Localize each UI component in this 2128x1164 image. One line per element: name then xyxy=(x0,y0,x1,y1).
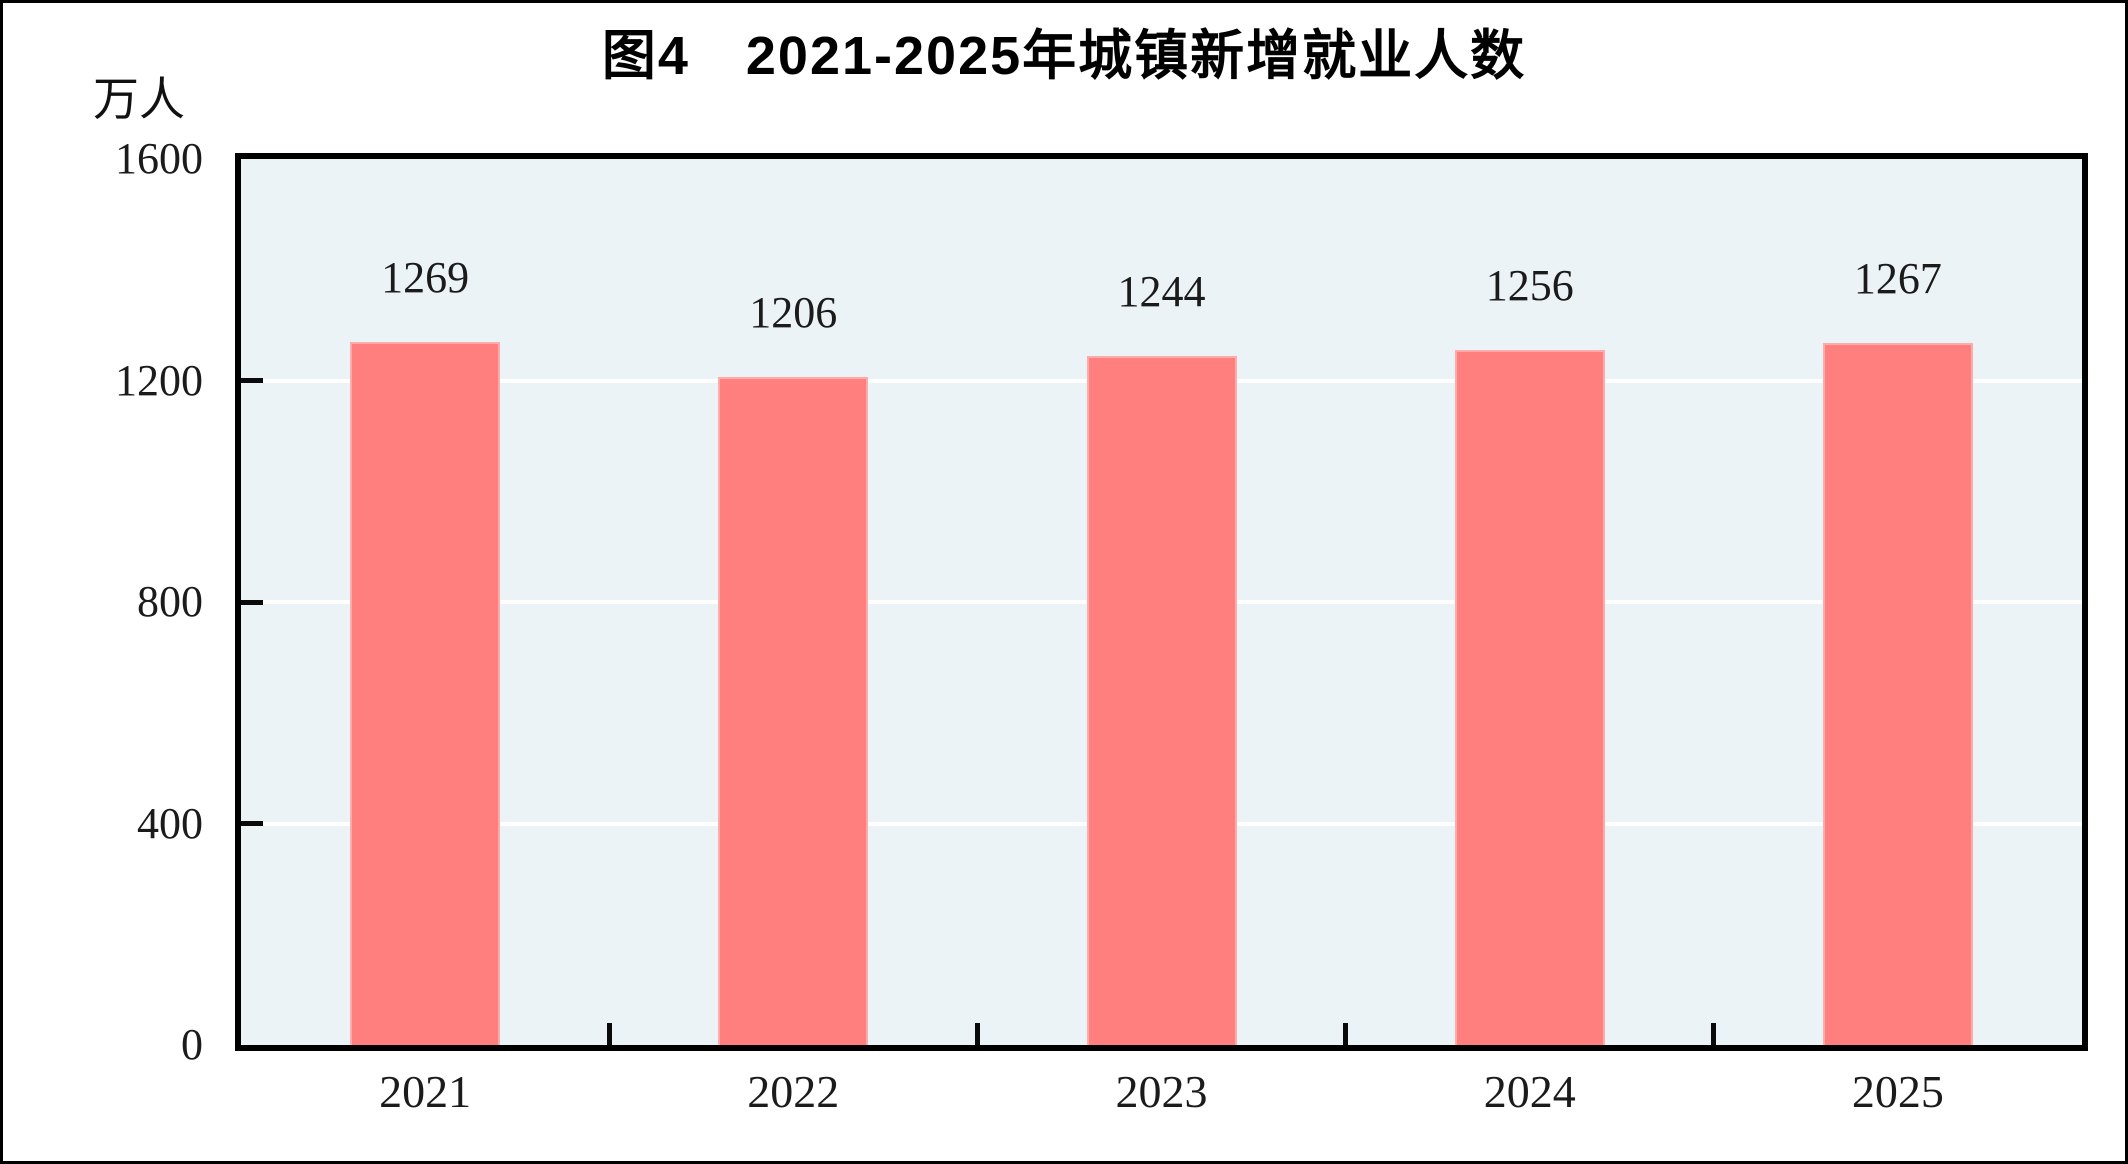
y-axis-unit-label: 万人 xyxy=(93,74,185,125)
bar-2021 xyxy=(350,342,501,1045)
x-tick-mark xyxy=(606,1023,612,1045)
y-tick-mark xyxy=(241,821,263,826)
y-tick-label: 400 xyxy=(137,798,203,848)
y-tick-mark xyxy=(241,599,263,605)
y-tick-label: 1600 xyxy=(115,134,203,183)
y-tick-label: 0 xyxy=(181,1020,203,1069)
y-tick-label: 800 xyxy=(137,577,203,626)
chart-title: 图4 2021-2025年城镇新增就业人数 xyxy=(601,26,1527,86)
bar-2025 xyxy=(1822,343,1973,1045)
bar-value-label: 1267 xyxy=(1853,254,1942,304)
x-tick-label: 2024 xyxy=(1483,1066,1576,1117)
x-tick-mark xyxy=(974,1023,980,1045)
bar-2024 xyxy=(1454,349,1605,1045)
y-tick-mark xyxy=(241,378,263,383)
x-tick-label: 2023 xyxy=(1115,1066,1208,1117)
x-tick-label: 2021 xyxy=(379,1066,472,1117)
plot-area: 1269 1206 1244 1256 1267 xyxy=(235,153,2088,1051)
x-tick-label: 2022 xyxy=(747,1066,840,1117)
bar-value-label: 1269 xyxy=(381,253,470,303)
y-axis-labels: 0 400 800 1200 1600 xyxy=(3,137,215,1067)
bar-2022 xyxy=(718,377,869,1045)
x-tick-mark xyxy=(1711,1023,1717,1045)
plot-inner: 1269 1206 1244 1256 1267 xyxy=(241,159,2082,1045)
bar-value-label: 1244 xyxy=(1117,267,1206,317)
bar-value-label: 1206 xyxy=(749,288,838,338)
bar-2023 xyxy=(1086,356,1237,1045)
x-axis-labels: 2021 2022 2023 2024 2025 xyxy=(3,1066,2125,1129)
y-tick-label: 1200 xyxy=(115,355,203,405)
x-tick-label: 2025 xyxy=(1851,1066,1944,1117)
bar-value-label: 1256 xyxy=(1485,260,1574,310)
x-tick-mark xyxy=(1343,1023,1349,1045)
